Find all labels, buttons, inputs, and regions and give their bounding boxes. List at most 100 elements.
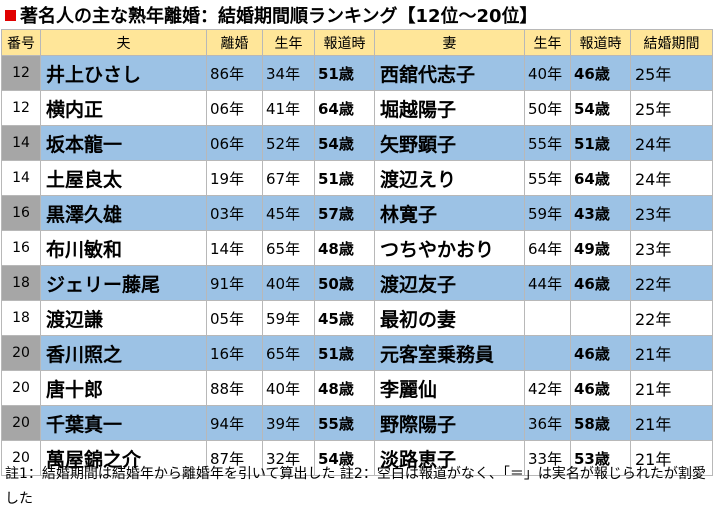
wife-cell: 矢野顕子 xyxy=(374,125,525,161)
divorce-year-cell: 88年 xyxy=(206,370,263,406)
duration-cell: 22年 xyxy=(630,300,713,336)
wife-birth-cell: 55年 xyxy=(524,125,571,161)
wife-cell: 林寛子 xyxy=(374,195,525,231)
divorce-year-cell: 03年 xyxy=(206,195,263,231)
duration-cell: 21年 xyxy=(630,440,713,476)
husband-age-cell: 51歳 xyxy=(314,335,375,371)
divorce-year-cell: 16年 xyxy=(206,335,263,371)
divorce-year-cell: 06年 xyxy=(206,125,263,161)
husband-age-cell: 51歳 xyxy=(314,160,375,196)
husband-birth-cell: 45年 xyxy=(262,195,315,231)
wife-birth-cell: 36年 xyxy=(524,405,571,441)
table-row: 20 唐十郎 88年 40年 48歳 李麗仙 42年 46歳 21年 xyxy=(1,370,713,406)
wife-age-cell xyxy=(570,300,631,336)
wife-cell: 元客室乗務員 xyxy=(374,335,525,371)
divorce-year-cell: 91年 xyxy=(206,265,263,301)
header-divorce: 離婚 xyxy=(206,29,263,56)
header-husband: 夫 xyxy=(40,29,207,56)
husband-birth-cell: 34年 xyxy=(262,55,315,91)
rank-cell: 12 xyxy=(1,55,41,91)
wife-age-cell: 58歳 xyxy=(570,405,631,441)
duration-cell: 23年 xyxy=(630,195,713,231)
rank-cell: 14 xyxy=(1,125,41,161)
rank-cell: 18 xyxy=(1,300,41,336)
duration-cell: 21年 xyxy=(630,370,713,406)
header-husband-age: 報道時 xyxy=(314,29,375,56)
divorce-year-cell: 94年 xyxy=(206,405,263,441)
duration-cell: 23年 xyxy=(630,230,713,266)
wife-birth-cell xyxy=(524,335,571,371)
wife-birth-cell: 40年 xyxy=(524,55,571,91)
husband-cell: 横内正 xyxy=(40,90,207,126)
divorce-year-cell: 05年 xyxy=(206,300,263,336)
husband-cell: ジェリー藤尾 xyxy=(40,265,207,301)
table-row: 12 横内正 06年 41年 64歳 堀越陽子 50年 54歳 25年 xyxy=(1,90,713,126)
wife-birth-cell: 44年 xyxy=(524,265,571,301)
rank-cell: 12 xyxy=(1,90,41,126)
wife-cell: 最初の妻 xyxy=(374,300,525,336)
husband-age-cell: 54歳 xyxy=(314,440,375,476)
husband-age-cell: 55歳 xyxy=(314,405,375,441)
husband-cell: 渡辺謙 xyxy=(40,300,207,336)
wife-cell: 堀越陽子 xyxy=(374,90,525,126)
husband-cell: 千葉真一 xyxy=(40,405,207,441)
page-title: 著名人の主な熟年離婚：結婚期間順ランキング【12位～20位】 xyxy=(0,0,714,30)
header-duration: 結婚期間 xyxy=(630,29,713,56)
table-row: 12 井上ひさし 86年 34年 51歳 西舘代志子 40年 46歳 25年 xyxy=(1,55,713,91)
wife-birth-cell: 55年 xyxy=(524,160,571,196)
table-row: 20 萬屋錦之介 87年 32年 54歳 淡路恵子 33年 53歳 21年 xyxy=(1,440,713,476)
red-square-icon xyxy=(5,9,16,21)
divorce-year-cell: 14年 xyxy=(206,230,263,266)
husband-birth-cell: 52年 xyxy=(262,125,315,161)
wife-cell: 李麗仙 xyxy=(374,370,525,406)
husband-cell: 井上ひさし xyxy=(40,55,207,91)
rank-cell: 18 xyxy=(1,265,41,301)
wife-age-cell: 64歳 xyxy=(570,160,631,196)
title-text: 著名人の主な熟年離婚：結婚期間順ランキング【12位～20位】 xyxy=(20,6,538,27)
husband-cell: 唐十郎 xyxy=(40,370,207,406)
husband-birth-cell: 67年 xyxy=(262,160,315,196)
wife-cell: 野際陽子 xyxy=(374,405,525,441)
rank-cell: 16 xyxy=(1,195,41,231)
wife-cell: 淡路恵子 xyxy=(374,440,525,476)
table-row: 20 香川照之 16年 65年 51歳 元客室乗務員 46歳 21年 xyxy=(1,335,713,371)
duration-cell: 25年 xyxy=(630,90,713,126)
husband-birth-cell: 65年 xyxy=(262,335,315,371)
header-rank: 番号 xyxy=(1,29,41,56)
header-husband-birth: 生年 xyxy=(262,29,315,56)
husband-age-cell: 54歳 xyxy=(314,125,375,161)
husband-age-cell: 50歳 xyxy=(314,265,375,301)
husband-birth-cell: 40年 xyxy=(262,265,315,301)
table-row: 16 布川敏和 14年 65年 48歳 つちやかおり 64年 49歳 23年 xyxy=(1,230,713,266)
table-row: 20 千葉真一 94年 39年 55歳 野際陽子 36年 58歳 21年 xyxy=(1,405,713,441)
table-row: 16 黒澤久雄 03年 45年 57歳 林寛子 59年 43歳 23年 xyxy=(1,195,713,231)
wife-birth-cell: 59年 xyxy=(524,195,571,231)
husband-cell: 黒澤久雄 xyxy=(40,195,207,231)
wife-age-cell: 46歳 xyxy=(570,55,631,91)
husband-age-cell: 45歳 xyxy=(314,300,375,336)
wife-age-cell: 54歳 xyxy=(570,90,631,126)
duration-cell: 22年 xyxy=(630,265,713,301)
wife-cell: 渡辺えり xyxy=(374,160,525,196)
wife-age-cell: 46歳 xyxy=(570,265,631,301)
header-row: 番号 夫 離婚 生年 報道時 妻 生年 報道時 結婚期間 xyxy=(1,29,713,56)
divorce-year-cell: 87年 xyxy=(206,440,263,476)
husband-birth-cell: 41年 xyxy=(262,90,315,126)
rank-cell: 20 xyxy=(1,370,41,406)
husband-birth-cell: 40年 xyxy=(262,370,315,406)
footnote: 註1：結婚期間は結婚年から離婚年を引いて算出した 註2：空白は報道がなく、「＝」… xyxy=(5,466,706,507)
rank-cell: 20 xyxy=(1,440,41,476)
wife-cell: 西舘代志子 xyxy=(374,55,525,91)
husband-birth-cell: 65年 xyxy=(262,230,315,266)
husband-birth-cell: 59年 xyxy=(262,300,315,336)
rank-cell: 20 xyxy=(1,405,41,441)
husband-age-cell: 48歳 xyxy=(314,230,375,266)
duration-cell: 24年 xyxy=(630,125,713,161)
wife-age-cell: 49歳 xyxy=(570,230,631,266)
rank-cell: 16 xyxy=(1,230,41,266)
header-wife-age: 報道時 xyxy=(570,29,631,56)
husband-birth-cell: 39年 xyxy=(262,405,315,441)
duration-cell: 21年 xyxy=(630,405,713,441)
rank-cell: 20 xyxy=(1,335,41,371)
husband-age-cell: 51歳 xyxy=(314,55,375,91)
